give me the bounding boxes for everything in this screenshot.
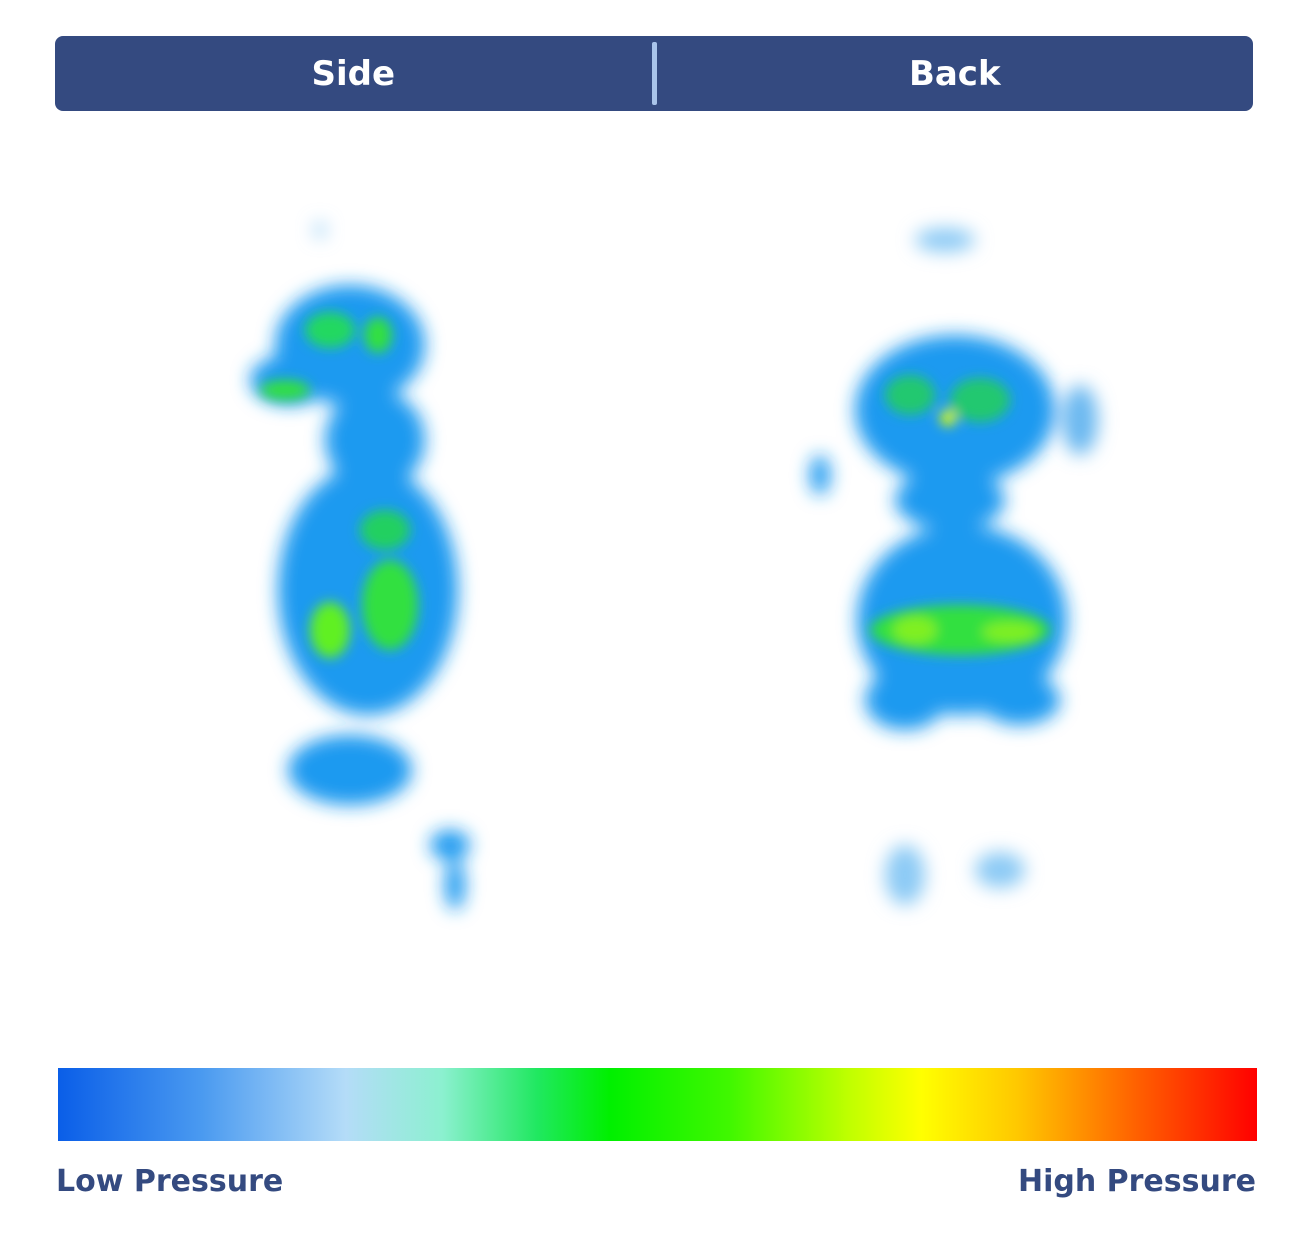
low-label: Low Pressure: [56, 1164, 284, 1199]
side-hotspots: [260, 312, 418, 658]
tab-bar: Side Back: [55, 36, 1253, 111]
high-label: High Pressure: [1017, 1164, 1256, 1199]
divider: [651, 42, 657, 105]
tab[interactable]: Side: [311, 53, 396, 94]
pressure-scale: [58, 1068, 1257, 1141]
tab[interactable]: Back: [908, 53, 1001, 94]
back-figure: [810, 228, 1098, 905]
back-hotspots: [870, 375, 1050, 655]
side-figure: [250, 222, 470, 910]
pressure-map: [250, 222, 1098, 910]
